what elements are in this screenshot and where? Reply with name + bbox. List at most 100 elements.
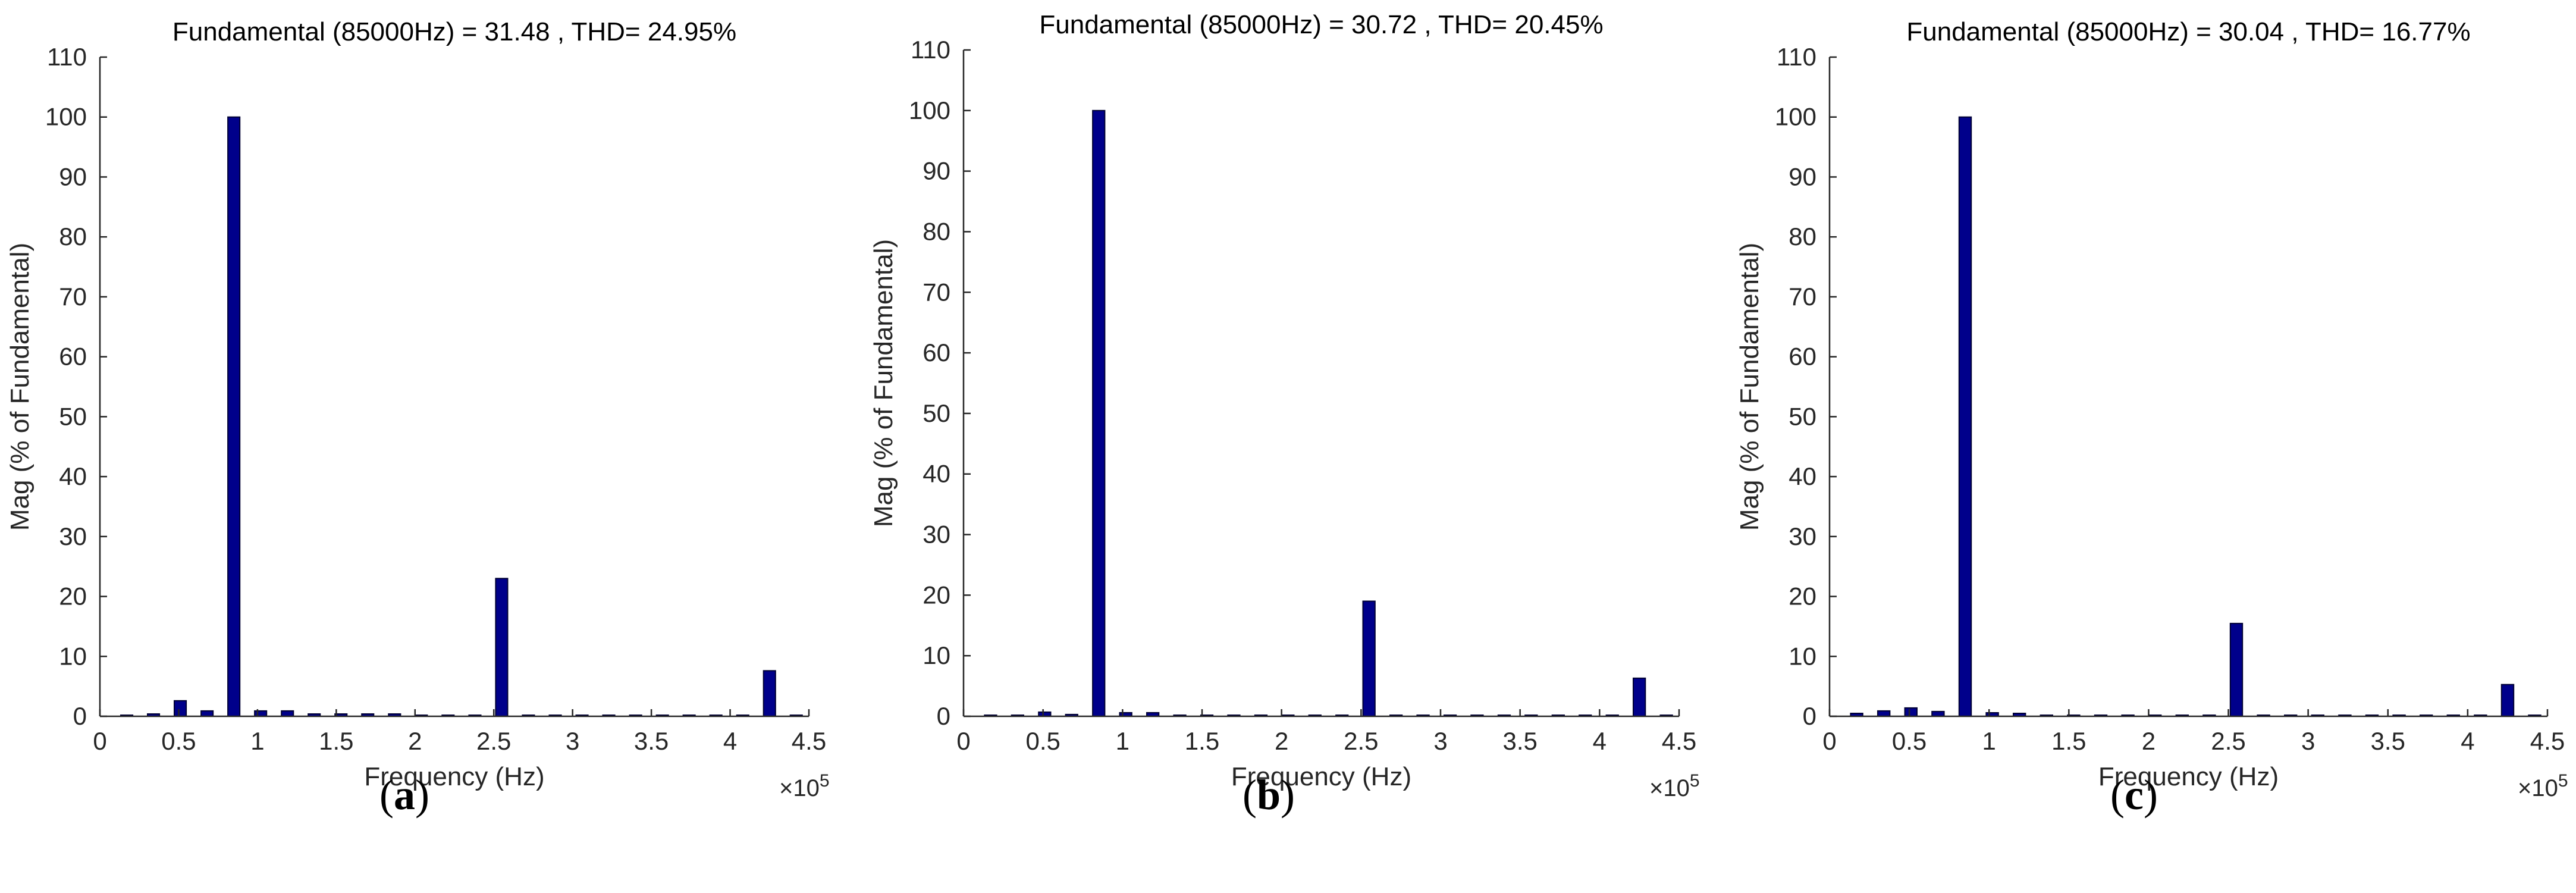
chart-b-x-tick-label-3: 1.5 <box>1185 727 1219 755</box>
chart-a-y-tick-label-5: 50 <box>59 402 87 430</box>
chart-c-x-exponent: ×105 <box>2518 771 2568 801</box>
chart-c-y-tick-label-1: 10 <box>1789 642 1816 670</box>
chart-a-x-tick-label-3: 1.5 <box>319 727 353 755</box>
panel-letter-a-close: ) <box>415 771 429 819</box>
chart-c-bar-24 <box>2500 684 2515 717</box>
chart-b-x-tick-label-8: 4 <box>1593 727 1607 755</box>
chart-c-y-tick-label-10: 100 <box>1775 103 1816 131</box>
chart-c-y-tick-label-7: 70 <box>1789 283 1816 311</box>
chart-c-x-tick-label-4: 2 <box>2142 727 2155 755</box>
chart-a-x-tick-label-4: 2 <box>408 727 422 755</box>
chart-b-x-axis-label: Frequency (Hz) <box>1231 762 1411 791</box>
panel-letter-c-letter: c <box>2125 771 2144 819</box>
panel-letter-a: (a) <box>379 770 429 820</box>
chart-a-x-tick-label-6: 3 <box>566 727 579 755</box>
chart-c-bar-4 <box>1958 116 1972 717</box>
chart-a-bar-5 <box>254 710 268 717</box>
chart-b-x-exponent: ×105 <box>1649 771 1700 801</box>
panel-letter-b-letter: b <box>1256 771 1281 819</box>
chart-c-y-tick-label-8: 80 <box>1789 223 1816 250</box>
chart-b-y-tick-label-2: 20 <box>923 581 950 609</box>
chart-c-y-tick-label-3: 30 <box>1789 522 1816 550</box>
chart-a-x-axis-label: Frequency (Hz) <box>364 762 544 791</box>
chart-a-y-tick-label-3: 30 <box>59 522 87 550</box>
chart-c-x-tick-label-6: 3 <box>2301 727 2315 755</box>
chart-b-y-axis-label: Mag (% of Fundamental) <box>869 239 898 527</box>
chart-c-y-axis-label: Mag (% of Fundamental) <box>1735 243 1764 531</box>
chart-c-x-tick-label-8: 4 <box>2461 727 2474 755</box>
chart-a-x-tick-label-1: 0.5 <box>161 727 196 755</box>
chart-b-y-tick-label-8: 80 <box>923 217 950 245</box>
chart-c-y-tick-label-9: 90 <box>1789 162 1816 190</box>
chart-b-x-tick-label-0: 0 <box>956 727 970 755</box>
chart-c: 0 10 20 30 40 50 60 70 80 90 100 110 0 0.5 1 1.5 2 2.5 3 3.… <box>1735 17 2568 801</box>
chart-a-y-tick-label-8: 80 <box>59 223 87 250</box>
chart-a: 0 10 20 30 40 50 60 70 80 90 100 110 0 0.5 1 1.5 2 2.5 3 3.… <box>5 17 830 801</box>
chart-c-x-tick-label-2: 1 <box>1982 727 1996 755</box>
chart-a-y-tick-label-7: 70 <box>59 283 87 311</box>
chart-c-y-tick-label-11: 110 <box>1777 43 1816 71</box>
chart-a-y-axis-label: Mag (% of Fundamental) <box>5 243 34 531</box>
chart-b-y-tick-label-5: 50 <box>923 399 950 427</box>
chart-b-y-tick-label-10: 100 <box>909 96 950 124</box>
chart-c-y-tick-label-6: 60 <box>1789 343 1816 371</box>
chart-b-y-tick-label-7: 70 <box>923 278 950 306</box>
chart-a-x-tick-label-2: 1 <box>250 727 264 755</box>
chart-a-x-tick-label-7: 3.5 <box>634 727 669 755</box>
chart-c-y-tick-label-4: 40 <box>1789 462 1816 490</box>
chart-a-y-tick-label-9: 90 <box>59 162 87 190</box>
chart-b-y-tick-label-11: 110 <box>911 36 950 64</box>
chart-b-bar-24 <box>1633 677 1646 717</box>
chart-c-title: Fundamental (85000Hz) = 30.04 , THD= 16.… <box>1906 17 2470 46</box>
panel-letter-b-close: ) <box>1281 771 1295 819</box>
chart-c-bar-1 <box>1877 710 1891 717</box>
chart-a-bar-6 <box>281 710 294 717</box>
chart-b-x-tick-label-4: 2 <box>1275 727 1288 755</box>
chart-c-x-tick-label-3: 1.5 <box>2051 727 2086 755</box>
panel-letter-b: (b) <box>1242 770 1295 820</box>
chart-b-bar-14 <box>1362 600 1376 717</box>
chart-a-y-tick-label-0: 0 <box>73 702 87 730</box>
chart-b-y-tick-label-3: 30 <box>923 521 950 549</box>
chart-b-x-tick-label-9: 4.5 <box>1662 727 1696 755</box>
chart-c-x-tick-label-1: 0.5 <box>1892 727 1926 755</box>
chart-b-bar-4 <box>1092 109 1106 717</box>
chart-c-x-tick-label-7: 3.5 <box>2371 727 2405 755</box>
chart-c-x-tick-label-5: 2.5 <box>2211 727 2245 755</box>
chart-a-y-tick-label-11: 110 <box>47 43 87 71</box>
chart-b-x-tick-label-1: 0.5 <box>1025 727 1060 755</box>
chart-a-y-tick-label-2: 20 <box>59 582 87 610</box>
panel-letter-a-open: ( <box>379 771 394 819</box>
chart-b-y-tick-label-1: 10 <box>923 641 950 669</box>
chart-a-bar-3 <box>200 710 214 717</box>
chart-a-bar-4 <box>227 116 241 717</box>
chart-c-y-tick-label-0: 0 <box>1803 702 1816 730</box>
chart-c-y-tick-label-2: 20 <box>1789 582 1816 610</box>
chart-c-y-tick-label-5: 50 <box>1789 402 1816 430</box>
chart-a-y-tick-label-4: 40 <box>59 462 87 490</box>
panel-letter-c-open: ( <box>2110 771 2125 819</box>
chart-c-bar-14 <box>2229 622 2244 717</box>
chart-b-y-tick-label-9: 90 <box>923 157 950 185</box>
chart-b-y-tick-label-6: 60 <box>923 339 950 366</box>
chart-b-x-tick-label-6: 3 <box>1433 727 1447 755</box>
chart-a-y-tick-label-6: 60 <box>59 343 87 371</box>
chart-a-bar-24 <box>763 670 776 717</box>
panel-letter-c-close: ) <box>2143 771 2158 819</box>
chart-b-title: Fundamental (85000Hz) = 30.72 , THD= 20.… <box>1039 10 1603 39</box>
chart-b: 0 10 20 30 40 50 60 70 80 90 100 110 0 0.5 1 1.5 2 2.5 3 3.… <box>869 10 1700 801</box>
panel-letter-a-letter: a <box>394 771 415 819</box>
chart-c-x-tick-label-9: 4.5 <box>2530 727 2565 755</box>
chart-a-x-tick-label-8: 4 <box>723 727 737 755</box>
chart-a-x-tick-label-9: 4.5 <box>792 727 826 755</box>
chart-a-x-tick-label-0: 0 <box>93 727 106 755</box>
chart-b-x-tick-label-5: 2.5 <box>1344 727 1378 755</box>
chart-a-bar-14 <box>495 578 509 717</box>
chart-b-y-tick-label-4: 40 <box>923 460 950 488</box>
chart-c-x-axis-label: Frequency (Hz) <box>2098 762 2279 791</box>
chart-c-bar-2 <box>1904 707 1918 717</box>
chart-a-x-tick-label-5: 2.5 <box>476 727 511 755</box>
chart-b-x-tick-label-2: 1 <box>1116 727 1129 755</box>
chart-a-x-exponent: ×105 <box>779 771 830 801</box>
